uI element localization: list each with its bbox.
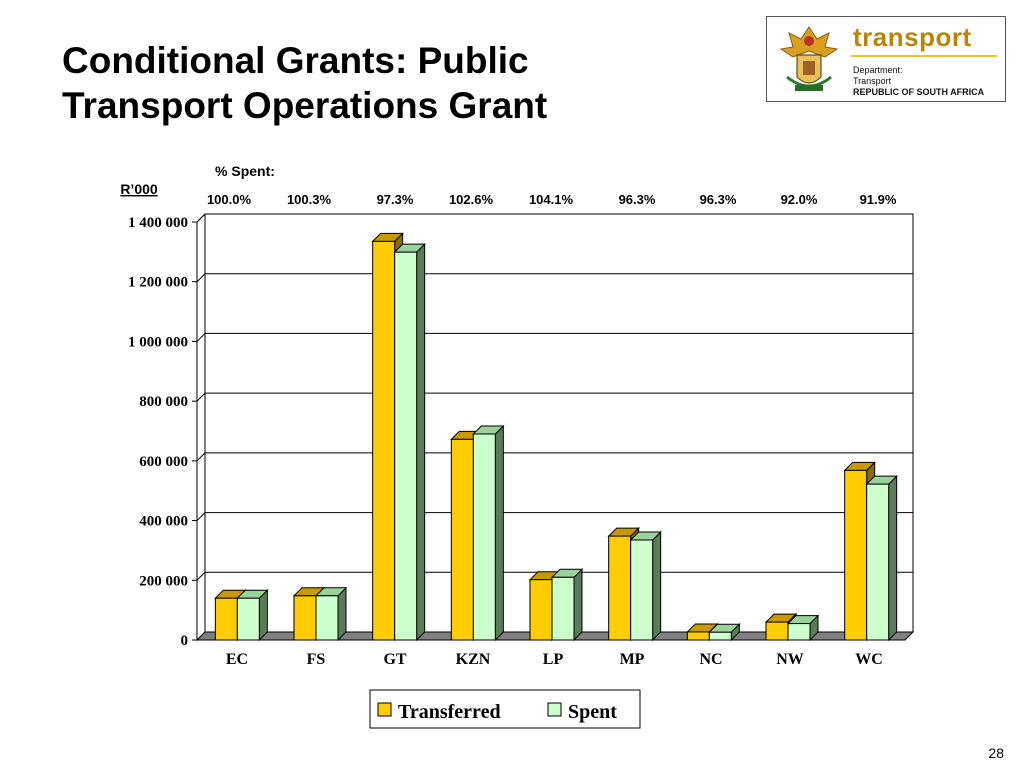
pct-spent-label: 96.3% [700,192,737,207]
bar-spent-mp [630,539,654,641]
bar-spent-mp-side [652,530,662,642]
legend-swatch-transferred [377,702,392,717]
logo-department: Department: [853,65,903,75]
y-tick-label: 1 000 000 [128,334,188,350]
bar-transferred-mp [608,535,632,641]
bar-spent-gt-side [416,242,426,642]
bar-spent-gt [394,251,418,641]
bar-transferred-kzn [450,438,474,641]
x-tick-label: LP [543,651,564,668]
x-tick-label: NW [776,651,804,668]
gridline-side [196,333,206,342]
bar-transferred-gt [372,240,396,641]
bar-spent-kzn-side [494,424,504,642]
y-tick-label: 400 000 [139,514,188,530]
transport-logo: transport Department: Transport REPUBLIC… [766,16,1006,102]
bar-transferred-nc [686,631,710,641]
bar-spent-ec [236,597,260,641]
bar-transferred-lp [529,579,553,641]
bar-transferred-wc [844,469,868,641]
gridline-side [196,452,206,462]
bar-spent-nw [787,623,811,641]
bar-transferred-ec [214,597,238,641]
x-tick-label: FS [307,651,326,668]
pct-spent-label: 102.6% [449,192,494,207]
pct-spent-label: 100.0% [207,192,252,207]
bar-spent-kzn [472,433,496,641]
pct-spent-label: 92.0% [781,192,818,207]
bar-transferred-fs [293,595,317,641]
bar-spent-nc [708,631,732,641]
gridline-side [196,512,206,521]
pct-spent-label: 104.1% [529,192,574,207]
bar-spent-wc-side [888,474,898,642]
y-tick-label: 0 [181,633,189,649]
logo-country: REPUBLIC OF SOUTH AFRICA [853,87,985,97]
coat-of-arms-icon [779,26,839,91]
y-axis-label: R’000 [120,181,158,197]
pct-spent-label: 97.3% [377,192,414,207]
bar-transferred-nw [765,621,789,641]
x-tick-label: GT [383,651,406,668]
gridline-side [196,213,206,223]
gridline-side [196,571,206,581]
gridline-side [196,392,206,402]
bar-spent-wc [866,483,890,641]
y-tick-label: 200 000 [139,573,188,589]
legend-box [369,689,641,729]
legend-label-transferred: Transferred [398,701,501,723]
logo-divider [851,55,997,57]
title-line-2: Transport Operations Grant [62,85,548,126]
logo-transport: Transport [853,76,892,86]
legend-label-spent: Spent [568,701,617,723]
bar-spent-lp [551,576,575,641]
gridline-side [196,273,206,283]
y-tick-label: 800 000 [139,394,188,410]
legend-swatch-spent [547,702,562,717]
title-line-1: Conditional Grants: Public [62,40,529,81]
slide-title: Conditional Grants: Public Transport Ope… [62,38,742,128]
bar-spent-fs-side [337,586,347,642]
bar-spent-fs [315,595,339,641]
page-number: 28 [988,745,1004,761]
pct-spent-header: % Spent: [215,163,275,179]
x-tick-label: MP [620,651,645,668]
y-tick-label: 1 200 000 [128,275,188,291]
x-tick-label: KZN [456,651,491,668]
y-tick-label: 1 400 000 [128,215,188,231]
y-tick-label: 600 000 [139,454,188,470]
bar-spent-lp-side [573,568,583,642]
pct-spent-label: 96.3% [619,192,656,207]
pct-spent-label: 91.9% [860,192,897,207]
x-tick-label: EC [226,651,248,668]
x-tick-label: WC [855,651,883,668]
pct-spent-label: 100.3% [287,192,332,207]
x-tick-label: NC [699,651,722,668]
logo-wordmark: transport [853,22,972,52]
